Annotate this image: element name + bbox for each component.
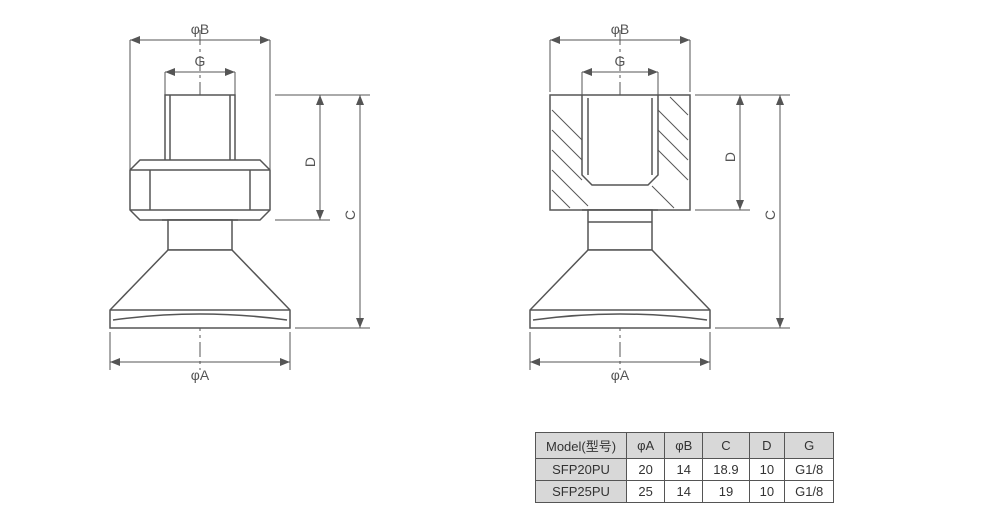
cell: 14 xyxy=(665,481,703,503)
label-phia: φA xyxy=(611,367,630,383)
arrow xyxy=(356,95,364,105)
cell-model: SFP20PU xyxy=(536,459,627,481)
label-d: D xyxy=(722,152,738,162)
arrow xyxy=(680,36,690,44)
label-g: G xyxy=(615,53,626,69)
table-header-row: Model(型号) φA φB C D G xyxy=(536,433,834,459)
arrow xyxy=(582,68,592,76)
col-c: C xyxy=(703,433,749,459)
cell: 25 xyxy=(627,481,665,503)
cell: 20 xyxy=(627,459,665,481)
left-diagram-svg: φB G D C φA xyxy=(50,10,390,390)
part-neck xyxy=(588,210,652,250)
col-g: G xyxy=(785,433,834,459)
label-g: G xyxy=(195,53,206,69)
arrow xyxy=(776,318,784,328)
arrow xyxy=(736,200,744,210)
col-phia: φA xyxy=(627,433,665,459)
table-row: SFP20PU 20 14 18.9 10 G1/8 xyxy=(536,459,834,481)
arrow xyxy=(130,36,140,44)
part-cup xyxy=(110,250,290,328)
part-hex xyxy=(130,160,270,220)
part-thread xyxy=(165,95,235,170)
left-diagram: φB G D C φA xyxy=(50,10,390,395)
col-phib: φB xyxy=(665,433,703,459)
part-top-block xyxy=(550,95,690,210)
cell: 10 xyxy=(749,481,784,503)
label-c: C xyxy=(762,210,778,220)
cell: 14 xyxy=(665,459,703,481)
part-neck xyxy=(168,220,232,250)
label-phib: φB xyxy=(191,21,209,37)
arrow xyxy=(356,318,364,328)
label-d: D xyxy=(302,157,318,167)
label-phib: φB xyxy=(611,21,629,37)
arrow xyxy=(260,36,270,44)
part-cup xyxy=(530,250,710,328)
spec-table: Model(型号) φA φB C D G SFP20PU 20 14 18.9… xyxy=(535,432,834,503)
arrow xyxy=(700,358,710,366)
cell: G1/8 xyxy=(785,459,834,481)
arrow xyxy=(736,95,744,105)
right-diagram-svg: φB G D C φA xyxy=(470,10,810,390)
arrow xyxy=(316,210,324,220)
arrow xyxy=(110,358,120,366)
cell: G1/8 xyxy=(785,481,834,503)
col-d: D xyxy=(749,433,784,459)
arrow xyxy=(280,358,290,366)
arrow xyxy=(648,68,658,76)
cell-model: SFP25PU xyxy=(536,481,627,503)
arrow xyxy=(225,68,235,76)
arrow xyxy=(550,36,560,44)
arrow xyxy=(165,68,175,76)
label-c: C xyxy=(342,210,358,220)
cell: 19 xyxy=(703,481,749,503)
arrow xyxy=(776,95,784,105)
col-model: Model(型号) xyxy=(536,433,627,459)
right-diagram: φB G D C φA xyxy=(470,10,810,395)
label-phia: φA xyxy=(191,367,210,383)
cell: 10 xyxy=(749,459,784,481)
arrow xyxy=(316,95,324,105)
cell: 18.9 xyxy=(703,459,749,481)
table-row: SFP25PU 25 14 19 10 G1/8 xyxy=(536,481,834,503)
arrow xyxy=(530,358,540,366)
